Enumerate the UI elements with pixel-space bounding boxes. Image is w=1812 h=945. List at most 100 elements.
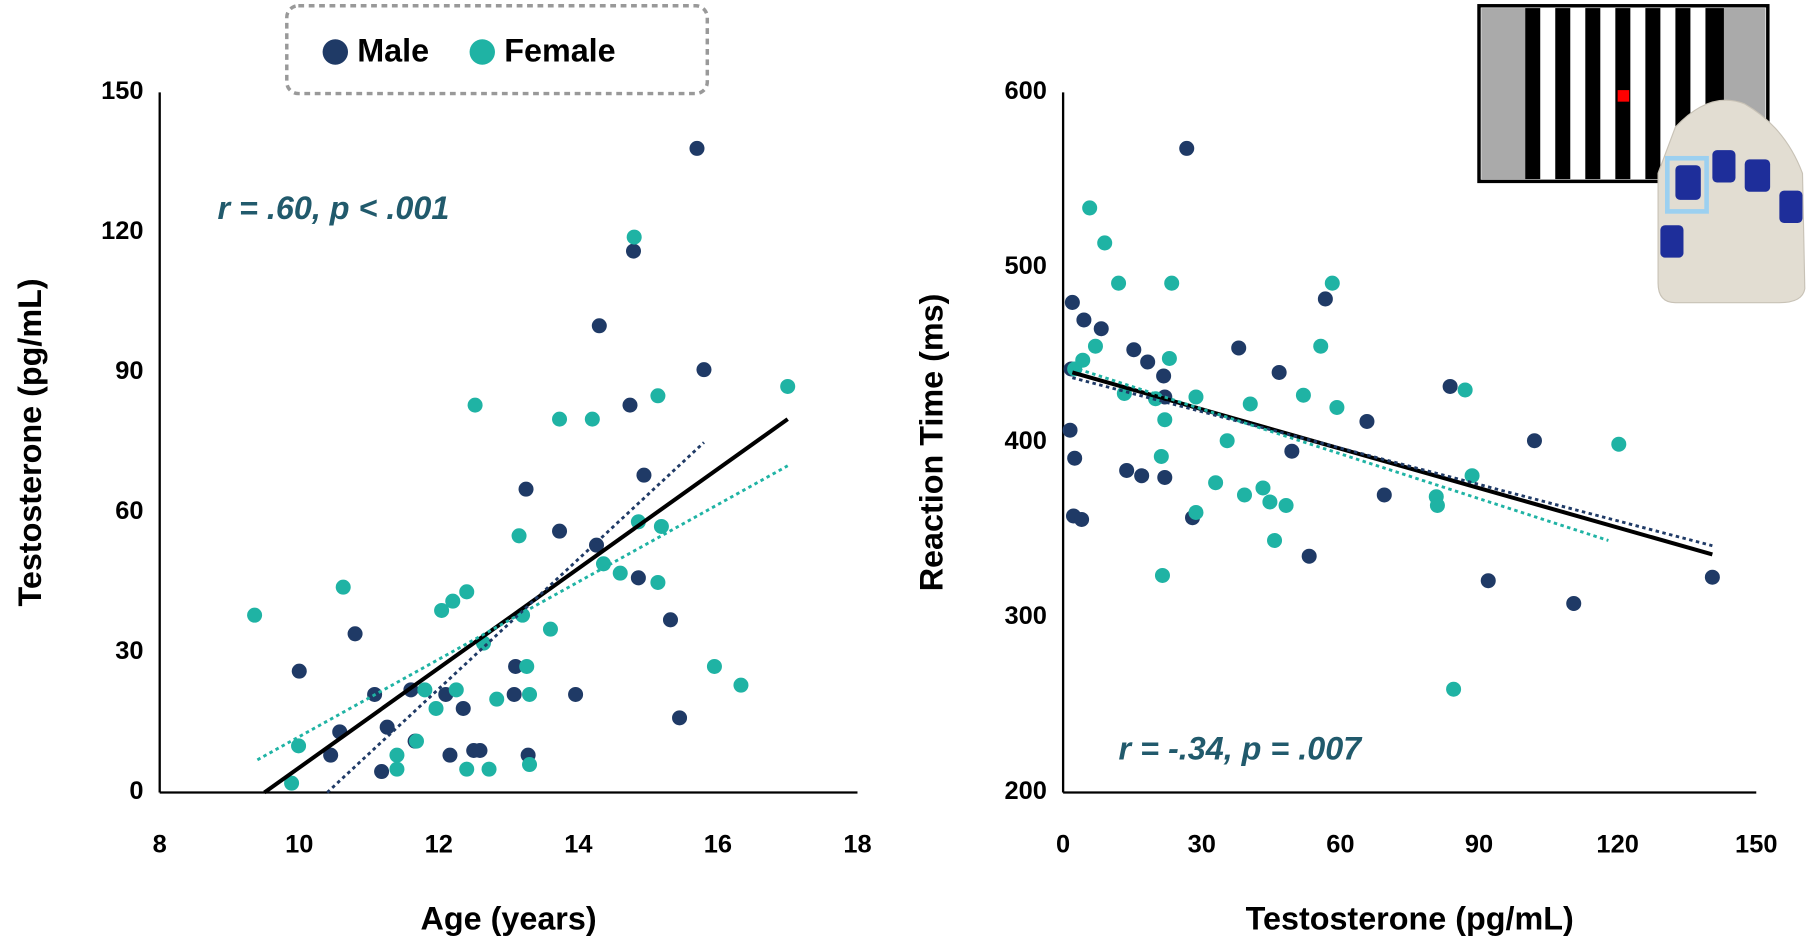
data-point xyxy=(1376,487,1392,503)
data-point xyxy=(518,481,534,497)
x-tick-label: 90 xyxy=(1465,830,1493,858)
data-point xyxy=(696,362,712,378)
data-point xyxy=(408,733,424,749)
data-point xyxy=(1442,378,1458,394)
data-point xyxy=(1157,412,1173,428)
data-point xyxy=(472,742,488,759)
data-point xyxy=(1219,433,1235,449)
data-point xyxy=(335,579,351,595)
key-highlight xyxy=(1665,155,1709,214)
data-point xyxy=(1156,368,1172,384)
data-point xyxy=(459,584,475,600)
data-point xyxy=(1157,469,1173,485)
data-point xyxy=(626,229,642,245)
x-tick-label: 30 xyxy=(1188,830,1216,858)
data-point xyxy=(1188,389,1204,405)
data-point xyxy=(568,686,584,703)
data-point xyxy=(733,677,749,693)
y-tick-label: 400 xyxy=(1005,427,1047,455)
data-point xyxy=(389,761,405,777)
trend-line xyxy=(326,441,705,794)
data-point xyxy=(1076,312,1092,328)
data-point xyxy=(1236,487,1252,503)
y-tick-label: 200 xyxy=(1005,777,1047,805)
data-point xyxy=(519,658,535,674)
legend-box xyxy=(285,4,710,96)
data-point xyxy=(442,747,458,763)
data-point xyxy=(455,700,471,717)
data-point xyxy=(467,397,483,413)
data-point xyxy=(1161,350,1177,366)
data-point xyxy=(1119,462,1135,478)
data-point xyxy=(1140,354,1156,370)
trend-line xyxy=(1071,370,1713,557)
data-point xyxy=(508,658,524,674)
x-tick-label: 12 xyxy=(425,830,453,858)
data-point xyxy=(584,411,600,427)
y-tick-label: 300 xyxy=(1005,602,1047,630)
data-point xyxy=(291,738,307,754)
data-point xyxy=(706,658,722,674)
legend-label: Female xyxy=(504,33,615,69)
x-tick-label: 10 xyxy=(285,830,313,858)
x-axis-label: Age (years) xyxy=(421,900,597,936)
data-point xyxy=(1111,275,1127,291)
x-axis-label: Testosterone (pg/mL) xyxy=(1246,900,1574,936)
legend-marker xyxy=(322,39,349,65)
data-point xyxy=(1278,497,1294,513)
y-tick-label: 120 xyxy=(101,217,143,245)
y-tick-label: 600 xyxy=(1005,77,1047,105)
data-point xyxy=(542,621,558,637)
data-point xyxy=(1208,475,1224,491)
data-point xyxy=(630,570,646,586)
response-keys xyxy=(1660,150,1803,258)
task-inset xyxy=(1477,4,1806,304)
data-point xyxy=(459,761,475,777)
data-point xyxy=(1188,504,1204,520)
annotation: r = .60, p < .001 xyxy=(217,190,449,226)
y-axis-label: Testosterone (pg/mL) xyxy=(12,278,48,606)
y-tick-label: 30 xyxy=(115,637,143,665)
data-point xyxy=(1317,291,1333,307)
data-point xyxy=(1231,340,1247,356)
legend-marker xyxy=(469,39,495,65)
data-point xyxy=(1262,494,1278,510)
fixation xyxy=(1617,90,1630,102)
y-tick-label: 60 xyxy=(115,497,143,525)
x-tick-label: 60 xyxy=(1326,830,1354,858)
data-point xyxy=(630,514,646,530)
data-point xyxy=(636,467,652,483)
data-point xyxy=(1526,433,1542,449)
data-point xyxy=(389,747,405,763)
data-point xyxy=(1126,342,1142,358)
data-point xyxy=(1267,532,1283,548)
data-point xyxy=(780,378,796,394)
data-point xyxy=(522,686,538,703)
y-tick-label: 500 xyxy=(1005,252,1047,280)
data-point xyxy=(1480,573,1496,589)
data-point xyxy=(552,523,568,539)
data-point xyxy=(1255,480,1271,496)
data-point xyxy=(1446,681,1462,697)
data-point xyxy=(1301,548,1317,564)
response-pad xyxy=(1657,99,1806,304)
data-point xyxy=(434,602,450,618)
data-point xyxy=(1457,382,1473,398)
data-point xyxy=(1313,338,1329,354)
x-tick-label: 120 xyxy=(1596,830,1638,858)
data-point xyxy=(552,411,568,427)
data-point xyxy=(1429,497,1445,513)
trend-line xyxy=(1071,365,1609,542)
data-point xyxy=(1064,294,1080,310)
data-point xyxy=(1097,235,1113,251)
data-point xyxy=(650,388,666,404)
data-point xyxy=(589,537,605,553)
data-point xyxy=(1329,399,1345,415)
data-point xyxy=(481,761,497,777)
data-point xyxy=(689,140,705,156)
data-point xyxy=(448,682,464,698)
data-point xyxy=(622,397,638,413)
data-point xyxy=(1062,422,1078,438)
x-tick-label: 150 xyxy=(1735,830,1777,858)
